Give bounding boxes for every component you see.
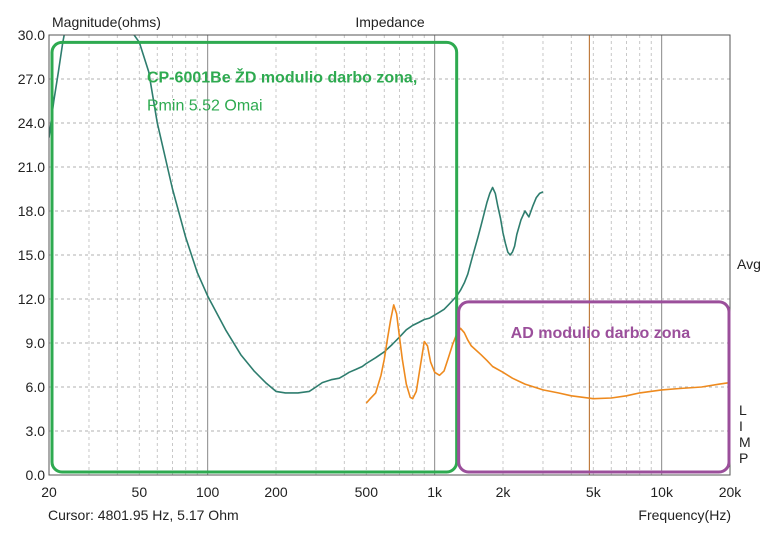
y-axis-label: Magnitude(ohms) [52, 14, 161, 30]
x-tick-labels: 20 50 100 200 500 1k 2k 5k 10k 20k [41, 484, 742, 500]
series-line-cp-6001be [49, 35, 544, 394]
y-tick-label: 12.0 [18, 291, 45, 307]
annotation-title-cp: CP-6001Be ŽD modulio darbo zona, [147, 67, 417, 86]
annotation-title-ad: AD modulio darbo zona [511, 325, 691, 342]
x-tick-label: 20 [41, 484, 57, 500]
annotation-subtitle-cp: Rmin 5.52 Omai [147, 97, 263, 114]
plot-area [49, 35, 730, 475]
legend-letter-p: P [739, 450, 748, 466]
y-tick-label: 9.0 [26, 335, 46, 351]
x-tick-label: 200 [264, 484, 288, 500]
y-tick-labels: 0.0 3.0 6.0 9.0 12.0 15.0 18.0 21.0 24.0 27.0 30.0 [18, 27, 45, 483]
annotation-box-ad [457, 300, 731, 474]
x-tick-label: 20k [719, 484, 743, 500]
annotation-layer: CP-6001Be ŽD modulio darbo zona, Rmin 5.5… [50, 40, 731, 474]
y-tick-label: 30.0 [18, 27, 45, 43]
x-axis-label: Frequency(Hz) [638, 507, 731, 523]
annotation-box-cp [50, 40, 459, 474]
major-grid [49, 34, 730, 476]
x-tick-label: 500 [355, 484, 379, 500]
avg-label: Avg [737, 256, 761, 272]
y-tick-label: 15.0 [18, 247, 45, 263]
plot-border [48, 34, 731, 476]
y-tick-label: 21.0 [18, 159, 45, 175]
chart-title: Impedance [355, 14, 424, 30]
y-tick-label: 18.0 [18, 203, 45, 219]
x-tick-label: 50 [132, 484, 148, 500]
x-tick-label: 100 [196, 484, 220, 500]
legend-letter-i: I [739, 418, 743, 434]
x-tick-label: 1k [427, 484, 443, 500]
y-tick-label: 27.0 [18, 71, 45, 87]
y-tick-label: 0.0 [26, 467, 46, 483]
legend-letter-m: M [739, 434, 751, 450]
x-tick-label: 10k [650, 484, 674, 500]
x-tick-label: 2k [496, 484, 512, 500]
legend-letter-l: L [739, 402, 747, 418]
y-tick-label: 3.0 [26, 423, 46, 439]
y-tick-label: 24.0 [18, 115, 45, 131]
y-tick-label: 6.0 [26, 379, 46, 395]
x-tick-label: 5k [586, 484, 602, 500]
cursor-readout: Cursor: 4801.95 Hz, 5.17 Ohm [48, 507, 239, 523]
